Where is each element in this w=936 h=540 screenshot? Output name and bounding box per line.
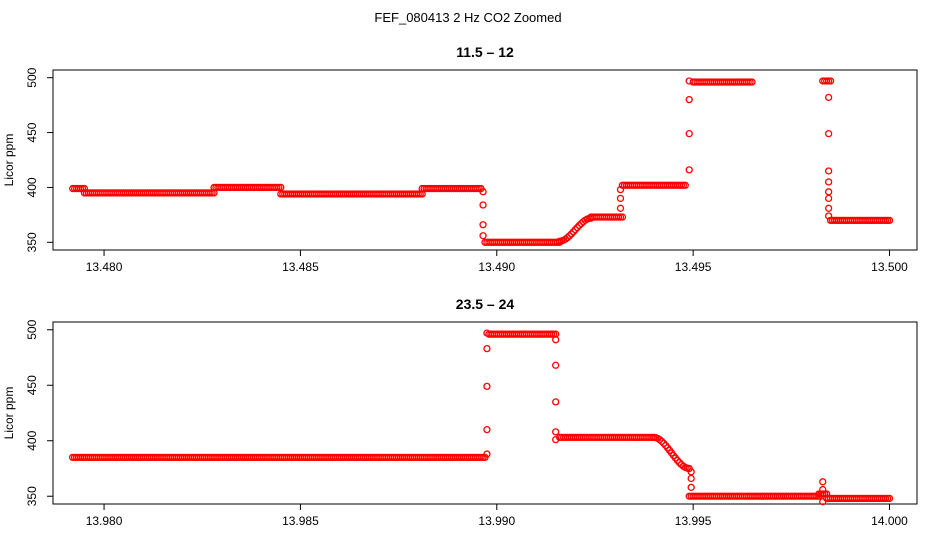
data-point (826, 77, 835, 85)
data-point (819, 490, 827, 498)
data-point (569, 228, 578, 236)
data-point (658, 437, 666, 445)
y-tick-label: 400 (25, 177, 39, 197)
figure-title: FEF_080413 2 Hz CO2 Zoomed (374, 10, 561, 25)
x-tick-label: 13.980 (86, 514, 123, 528)
data-point (80, 184, 89, 193)
data-point (687, 468, 695, 476)
data-point (660, 439, 668, 447)
data-point (824, 178, 833, 186)
x-tick-label: 13.995 (675, 514, 712, 528)
data-point (685, 130, 693, 138)
data-point (479, 201, 487, 209)
data-point (819, 485, 827, 494)
data-point (552, 398, 560, 406)
x-tick-label: 13.485 (282, 260, 319, 274)
y-axis-label: Licor ppm (2, 134, 16, 187)
x-tick-label: 13.495 (675, 260, 712, 274)
data-point (479, 232, 487, 240)
x-tick-label: 14.000 (871, 514, 908, 528)
data-point (567, 230, 576, 238)
data-point (483, 382, 491, 391)
data-point (479, 221, 487, 229)
data-point (819, 498, 827, 506)
data-point (675, 458, 684, 467)
data-point (618, 213, 627, 221)
panel-1: 11.5 – 12 13.480 13.485 13.490 13.495 13.500 3… (2, 44, 918, 274)
data-point (885, 216, 894, 225)
data-point (552, 435, 560, 444)
data-point (565, 232, 574, 240)
data-point (819, 478, 827, 486)
data-point (483, 344, 491, 353)
data-point (563, 233, 572, 242)
x-tick-label: 13.985 (282, 514, 319, 528)
data-point (685, 166, 693, 174)
data-point (687, 474, 695, 483)
y-tick-label: 350 (25, 486, 39, 506)
data-point (483, 450, 491, 458)
y-tick-label: 400 (25, 430, 39, 450)
data-point (479, 188, 487, 196)
data-series (68, 329, 894, 506)
data-point (616, 185, 625, 194)
x-tick-label: 13.490 (478, 260, 515, 274)
data-point (552, 428, 560, 436)
panel-title: 23.5 – 24 (456, 296, 515, 312)
plot-frame (52, 321, 918, 505)
y-tick-label: 350 (25, 232, 39, 252)
data-point (685, 95, 693, 104)
y-axis-label: Licor ppm (2, 387, 16, 440)
data-point (483, 329, 491, 337)
data-point (824, 212, 833, 220)
data-point (824, 188, 833, 196)
y-tick-label: 450 (25, 122, 39, 142)
data-point (687, 483, 695, 492)
y-tick-label: 450 (25, 375, 39, 395)
panel-title: 11.5 – 12 (456, 44, 514, 60)
data-point (748, 78, 756, 86)
data-point (824, 130, 833, 138)
data-point (575, 221, 583, 230)
x-tick-label: 13.990 (478, 514, 515, 528)
plot-frame (52, 69, 918, 251)
data-point (552, 336, 560, 344)
data-series (68, 77, 894, 246)
data-point (616, 194, 625, 203)
data-point (824, 194, 833, 203)
data-point (573, 223, 581, 232)
panel-2: 23.5 – 24 13.980 13.985 13.990 13.995 14.000 3… (2, 296, 918, 528)
data-point (571, 226, 579, 234)
data-point (552, 361, 560, 369)
data-point (824, 93, 833, 102)
data-point (823, 490, 831, 498)
data-point (656, 436, 664, 444)
x-tick-label: 13.480 (86, 260, 123, 274)
data-point (824, 167, 833, 175)
data-point (616, 204, 625, 212)
y-tick-label: 500 (25, 319, 39, 339)
data-point (483, 425, 491, 434)
data-point (885, 494, 894, 503)
x-tick-label: 13.500 (871, 260, 908, 274)
data-point (824, 204, 833, 212)
y-tick-label: 500 (25, 67, 39, 87)
data-point (685, 77, 693, 85)
data-point (681, 181, 689, 189)
